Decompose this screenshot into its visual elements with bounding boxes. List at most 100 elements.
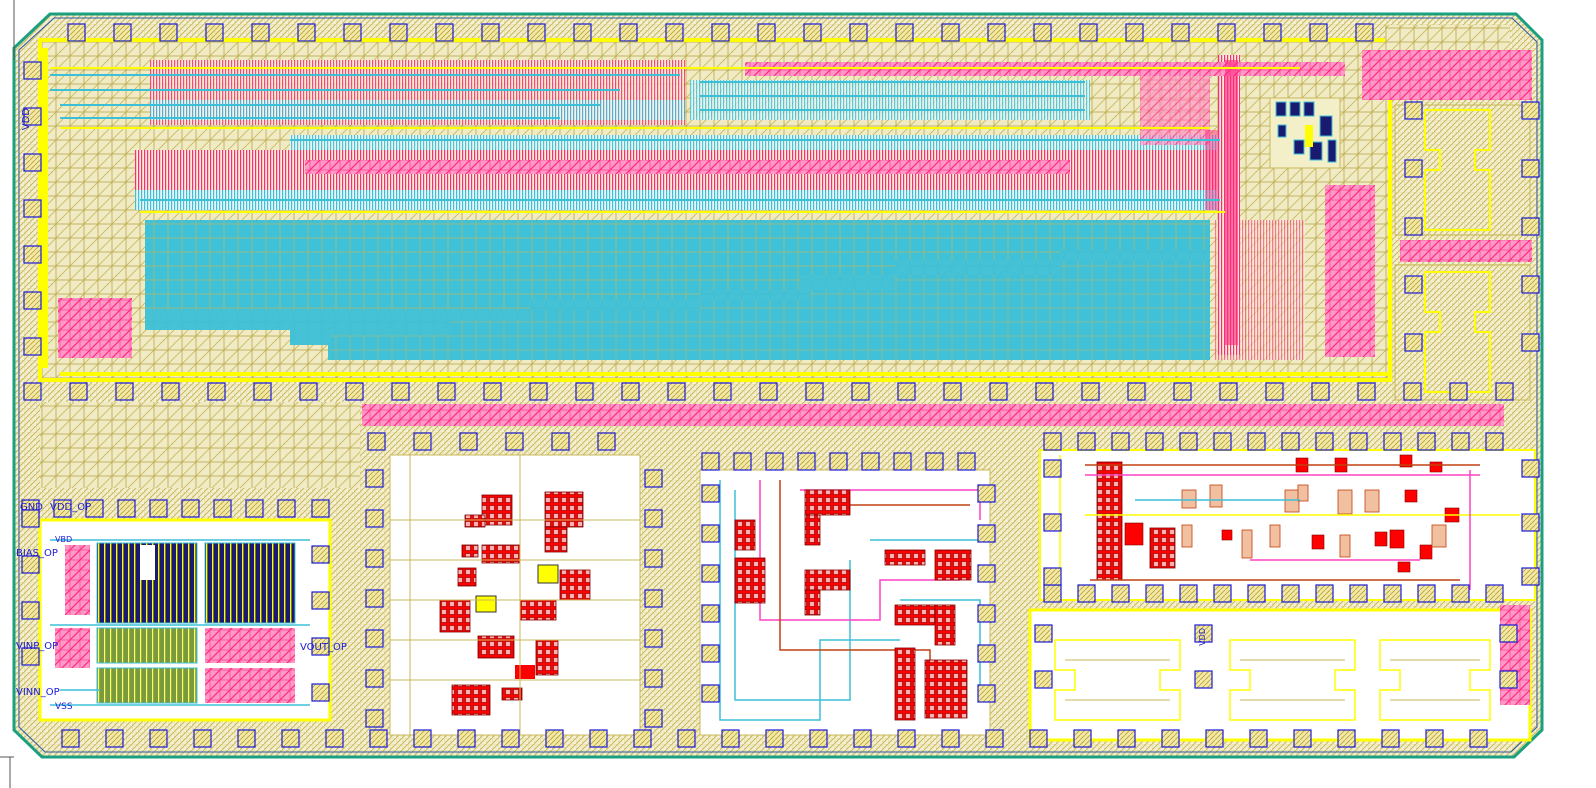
bond-pad (365, 669, 384, 688)
bond-pad (365, 589, 384, 608)
gnd-pin-label: GND (20, 502, 43, 513)
bond-pad (1337, 729, 1356, 748)
bond-pad (1309, 23, 1328, 42)
bond-pad (1404, 275, 1423, 294)
bond-pad (1425, 729, 1444, 748)
bond-pad (701, 644, 720, 663)
bond-pad (61, 729, 80, 748)
bond-pad (701, 484, 720, 503)
bond-pad (69, 382, 88, 401)
bond-pad (23, 245, 42, 264)
bond-pad (1315, 584, 1334, 603)
vdd-right-pin-label: VDD (1198, 628, 1207, 646)
bond-pad (193, 729, 212, 748)
bond-pad (207, 382, 226, 401)
bond-pad (977, 644, 996, 663)
bond-pad (457, 729, 476, 748)
bond-pad (1499, 624, 1518, 643)
bond-pad (113, 23, 132, 42)
bond-pad (644, 469, 663, 488)
bond-pad (251, 23, 270, 42)
bond-pad (861, 452, 880, 471)
bond-pad (589, 729, 608, 748)
vdd-op-pin-label: VDD_OP (50, 502, 92, 513)
bond-pad (1249, 729, 1268, 748)
bond-pad (1315, 432, 1334, 451)
bond-pad (1521, 275, 1540, 294)
bond-pad (1357, 382, 1376, 401)
bond-pad (1077, 432, 1096, 451)
bond-pad (23, 382, 42, 401)
bond-pad (644, 629, 663, 648)
bond-pad (573, 23, 592, 42)
bond-pad (1194, 670, 1213, 689)
bond-pad (325, 729, 344, 748)
bond-pad (483, 382, 502, 401)
bond-pad (644, 509, 663, 528)
bond-pad (805, 382, 824, 401)
bond-pad (1125, 23, 1144, 42)
bond-pad (311, 545, 330, 564)
bond-pad (597, 432, 616, 451)
bond-pad (365, 629, 384, 648)
bond-pad (299, 382, 318, 401)
bond-pad (757, 23, 776, 42)
bond-pad (23, 291, 42, 310)
bond-pad (311, 683, 330, 702)
bond-pad (115, 382, 134, 401)
bond-pad (851, 382, 870, 401)
bond-pad (1034, 624, 1053, 643)
bond-pad (1173, 382, 1192, 401)
bond-pad (1043, 432, 1062, 451)
bond-pad (701, 564, 720, 583)
bond-pad (1217, 23, 1236, 42)
bond-pad (1403, 382, 1422, 401)
bond-pad (759, 382, 778, 401)
bond-pad (644, 669, 663, 688)
bond-pad (365, 549, 384, 568)
bond-pad (977, 484, 996, 503)
bond-pad (501, 729, 520, 748)
bond-pad (644, 549, 663, 568)
bond-pad (1171, 23, 1190, 42)
bond-pad (1495, 382, 1514, 401)
bond-pad (701, 684, 720, 703)
bond-pad (161, 382, 180, 401)
vss-pin-label: VSS (55, 702, 73, 712)
bond-pad (1043, 584, 1062, 603)
bond-pad (1404, 217, 1423, 236)
bond-pads (21, 23, 1540, 748)
bond-pad (977, 604, 996, 623)
bond-pad (1521, 459, 1540, 478)
bond-pad (1311, 382, 1330, 401)
bond-pad (1145, 584, 1164, 603)
bond-pad (1077, 584, 1096, 603)
bond-pad (311, 499, 330, 518)
vbd-pin-label: VBD (55, 535, 73, 544)
bond-pad (1145, 432, 1164, 451)
bond-pad (941, 23, 960, 42)
bond-pad (1081, 382, 1100, 401)
bond-pad (21, 509, 40, 528)
bond-pad (413, 729, 432, 748)
bond-pad (1349, 584, 1368, 603)
bond-pad (977, 684, 996, 703)
bond-pad (943, 382, 962, 401)
bond-pad (1404, 101, 1423, 120)
bond-pad (1205, 729, 1224, 748)
bond-pad (345, 382, 364, 401)
bond-pad (391, 382, 410, 401)
bond-pad (459, 432, 478, 451)
bond-pad (621, 382, 640, 401)
bond-pad (253, 382, 272, 401)
bond-pad (1383, 432, 1402, 451)
bond-pad (665, 23, 684, 42)
bond-pad (895, 23, 914, 42)
bond-pad (435, 23, 454, 42)
bond-pad (281, 729, 300, 748)
bond-pad (985, 729, 1004, 748)
vinp-op-pin-label: VINP_OP (16, 641, 59, 652)
bond-pad (1381, 729, 1400, 748)
bond-pad (1485, 432, 1504, 451)
bond-pad (21, 647, 40, 666)
